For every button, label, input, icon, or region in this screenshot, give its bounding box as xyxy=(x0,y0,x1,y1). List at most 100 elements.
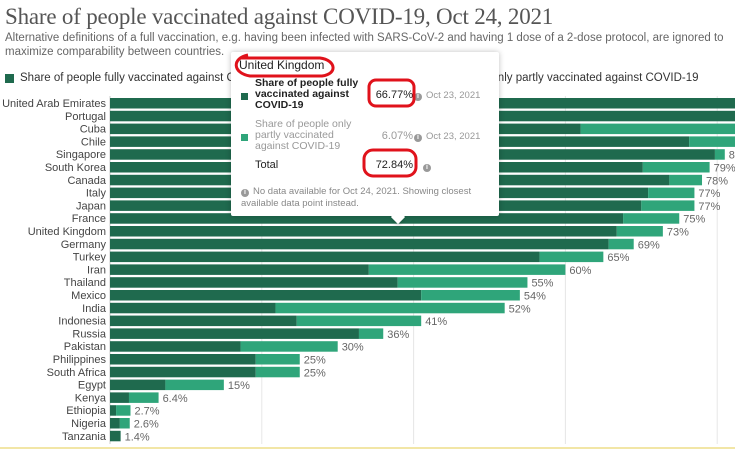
value-label: 30% xyxy=(342,342,364,354)
value-label: 6.4% xyxy=(163,393,188,405)
bar-partly-vaccinated[interactable] xyxy=(397,277,528,288)
bar-fully-vaccinated[interactable] xyxy=(110,418,120,429)
bar-partly-vaccinated[interactable] xyxy=(669,174,703,186)
tooltip-total-info: i xyxy=(423,160,435,172)
bar-fully-vaccinated[interactable] xyxy=(110,366,256,378)
bar-partly-vaccinated[interactable] xyxy=(255,366,300,378)
bar-fully-vaccinated[interactable] xyxy=(110,430,121,442)
category-label: Mexico xyxy=(71,290,106,302)
tooltip-value-full: 66.77% xyxy=(375,89,413,101)
bar-fully-vaccinated[interactable] xyxy=(110,213,624,224)
value-label: 73% xyxy=(667,227,689,239)
bar-partly-vaccinated[interactable] xyxy=(128,392,159,403)
value-label: 55% xyxy=(531,278,553,290)
category-label: Japan xyxy=(76,200,106,212)
category-label: Singapore xyxy=(56,149,106,161)
tooltip-country: United Kingdom xyxy=(239,58,325,72)
bar-partly-vaccinated[interactable] xyxy=(616,226,663,237)
legend-item-fully-vaccinated[interactable]: Share of people fully vaccinated against… xyxy=(5,72,280,84)
legend-label: Share of people fully vaccinated against… xyxy=(20,72,280,84)
bar-fully-vaccinated[interactable] xyxy=(110,379,166,391)
bar-fully-vaccinated[interactable] xyxy=(110,264,369,275)
bar-partly-vaccinated[interactable] xyxy=(641,200,695,211)
bar-fully-vaccinated[interactable] xyxy=(110,251,540,263)
bar-partly-vaccinated[interactable] xyxy=(689,136,735,147)
value-label: 69% xyxy=(638,239,660,251)
bar-partly-vaccinated[interactable] xyxy=(358,328,384,339)
category-label: Cuba xyxy=(80,124,107,136)
tooltip-row-label: Share of people fully vaccinated against… xyxy=(255,77,359,111)
value-label: 25% xyxy=(304,355,326,367)
category-label: Portugal xyxy=(65,111,106,123)
category-label: Turkey xyxy=(73,252,107,264)
bar-fully-vaccinated[interactable] xyxy=(110,226,617,237)
value-label: 78% xyxy=(706,175,728,187)
category-label: Pakistan xyxy=(64,341,106,353)
bar-fully-vaccinated[interactable] xyxy=(110,354,256,365)
bar-partly-vaccinated[interactable] xyxy=(623,213,680,224)
category-label: Canada xyxy=(67,175,106,187)
bar-partly-vaccinated[interactable] xyxy=(608,238,634,250)
category-label: Iran xyxy=(87,264,106,276)
category-label: United Arab Emirates xyxy=(2,98,106,110)
bar-fully-vaccinated[interactable] xyxy=(110,290,422,301)
value-label: 77% xyxy=(698,188,720,200)
value-label: 15% xyxy=(228,380,250,392)
bar-partly-vaccinated[interactable] xyxy=(642,162,710,173)
bar-partly-vaccinated[interactable] xyxy=(240,341,338,352)
chart-title: Share of people vaccinated against COVID… xyxy=(5,4,554,29)
category-label: Egypt xyxy=(78,380,106,392)
tooltip-row-full: Share of people fully vaccinated against… xyxy=(241,78,359,111)
tooltip-row-label: Share of people only partly vaccinated a… xyxy=(255,118,352,152)
value-label: 1.4% xyxy=(125,431,150,443)
tooltip-swatch-partial xyxy=(241,134,248,141)
bar-partly-vaccinated[interactable] xyxy=(165,379,224,391)
value-label: 52% xyxy=(509,303,531,315)
bar-partly-vaccinated[interactable] xyxy=(648,187,695,199)
info-icon: i xyxy=(414,93,422,101)
category-label: Ethiopia xyxy=(66,405,107,417)
bar-partly-vaccinated[interactable] xyxy=(116,405,131,416)
bar-partly-vaccinated[interactable] xyxy=(539,251,604,263)
bar-fully-vaccinated[interactable] xyxy=(110,405,117,416)
tooltip: United Kingdom Share of people fully vac… xyxy=(231,52,499,225)
bar-partly-vaccinated[interactable] xyxy=(368,264,566,275)
legend-swatch-full xyxy=(5,73,14,83)
value-label: 65% xyxy=(607,252,629,264)
category-label: Germany xyxy=(61,239,107,251)
bar-partly-vaccinated[interactable] xyxy=(275,302,505,314)
bar-partly-vaccinated[interactable] xyxy=(296,315,422,327)
info-icon: i xyxy=(414,134,422,142)
bar-fully-vaccinated[interactable] xyxy=(110,315,297,327)
tooltip-date-full: i Oct 23, 2021 xyxy=(414,90,480,101)
value-label: 60% xyxy=(569,265,591,277)
bar-partly-vaccinated[interactable] xyxy=(421,290,520,301)
value-label: 77% xyxy=(698,201,720,213)
bar-fully-vaccinated[interactable] xyxy=(110,238,609,250)
value-label: 79% xyxy=(714,163,735,175)
value-label: 2.7% xyxy=(134,406,159,418)
info-icon: i xyxy=(241,189,249,197)
tooltip-total-label: Total xyxy=(255,159,279,171)
bar-fully-vaccinated[interactable] xyxy=(110,328,359,339)
tooltip-row-partial: Share of people only partly vaccinated a… xyxy=(241,119,359,152)
category-label: Italy xyxy=(86,188,107,200)
bar-partly-vaccinated[interactable] xyxy=(119,418,130,429)
category-label: United Kingdom xyxy=(28,226,106,238)
tooltip-value-partial: 6.07% xyxy=(381,130,413,142)
category-label: South Korea xyxy=(45,162,107,174)
bar-partly-vaccinated[interactable] xyxy=(255,354,300,365)
bar-fully-vaccinated[interactable] xyxy=(110,302,276,314)
info-icon: i xyxy=(423,164,431,172)
bar-partly-vaccinated[interactable] xyxy=(580,123,735,135)
value-label: 36% xyxy=(387,329,409,341)
tooltip-note: i No data available for Oct 24, 2021. Sho… xyxy=(241,186,472,209)
bar-fully-vaccinated[interactable] xyxy=(110,277,398,288)
category-label: France xyxy=(72,213,106,225)
bar-partly-vaccinated[interactable] xyxy=(714,149,725,160)
bar-fully-vaccinated[interactable] xyxy=(110,341,241,352)
category-label: Nigeria xyxy=(71,418,107,430)
category-label: India xyxy=(82,303,107,315)
category-label: Thailand xyxy=(64,277,106,289)
bar-fully-vaccinated[interactable] xyxy=(110,392,129,403)
